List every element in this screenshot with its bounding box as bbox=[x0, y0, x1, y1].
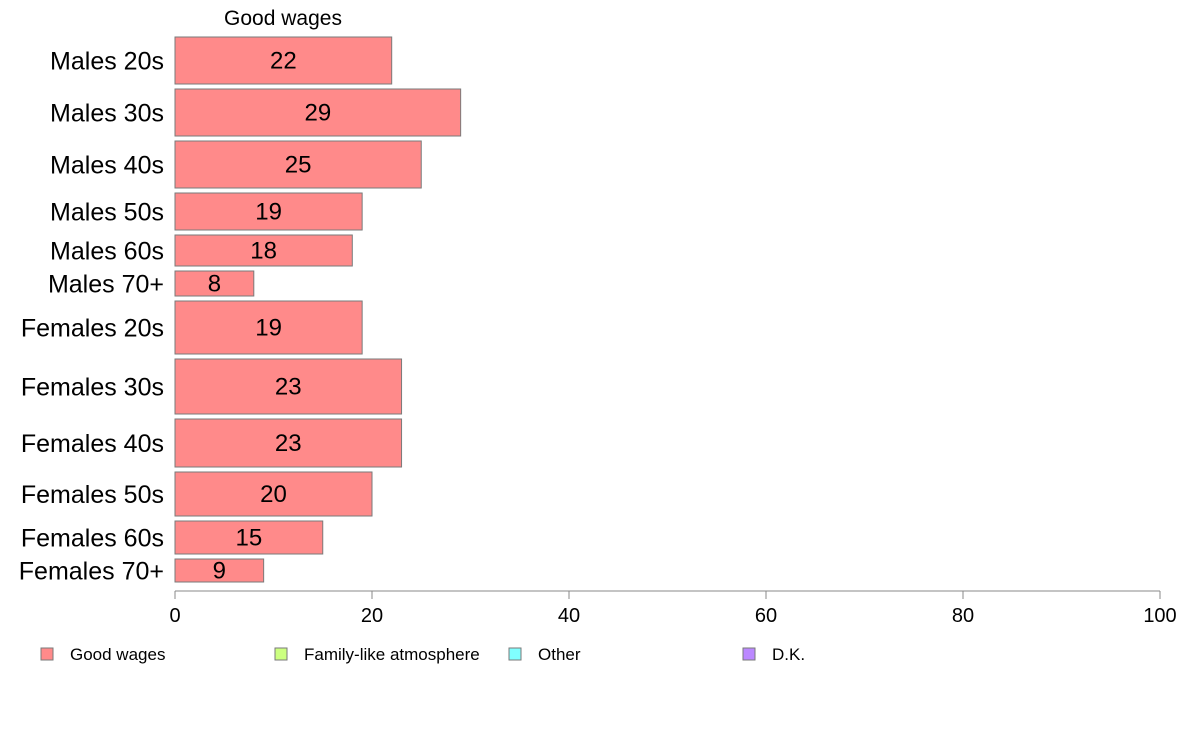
category-label: Males 20s bbox=[50, 48, 164, 76]
bar-males-70 bbox=[174, 270, 255, 297]
bar-value-label: 29 bbox=[304, 100, 331, 127]
category-labels: Males 20s Males 30s Males 40s Males 50s Male… bbox=[19, 48, 164, 586]
bar-males-60s bbox=[174, 234, 353, 267]
legend-label: Good wages bbox=[70, 645, 165, 664]
x-tick-label: 100 bbox=[1143, 605, 1176, 627]
legend-swatch bbox=[274, 647, 288, 661]
legend-swatch bbox=[742, 647, 756, 661]
x-tick-label: 80 bbox=[952, 605, 974, 627]
bar-males-40s bbox=[174, 140, 422, 189]
bar-females-60s bbox=[174, 520, 324, 555]
bar-males-50s bbox=[174, 192, 363, 231]
legend-label: Family-like atmosphere bbox=[304, 645, 480, 664]
category-label: Females 70+ bbox=[19, 558, 164, 586]
bar-value-label: 19 bbox=[255, 199, 282, 226]
bar-value-label: 9 bbox=[213, 558, 226, 585]
legend: Good wages Family-like atmosphere Other D.K… bbox=[40, 645, 805, 664]
category-label: Females 30s bbox=[21, 374, 164, 402]
category-label: Males 50s bbox=[50, 199, 164, 227]
legend-label: D.K. bbox=[772, 645, 805, 664]
bar-value-label: 18 bbox=[250, 238, 277, 265]
bar-value-label: 25 bbox=[285, 152, 312, 179]
category-label: Females 20s bbox=[21, 315, 164, 343]
x-tick-label: 20 bbox=[361, 605, 383, 627]
x-tick-label: 60 bbox=[755, 605, 777, 627]
category-label: Females 40s bbox=[21, 430, 164, 458]
category-label: Females 60s bbox=[21, 525, 164, 553]
category-label: Males 30s bbox=[50, 100, 164, 128]
bar-value-label: 15 bbox=[236, 525, 263, 552]
bar-males-20s bbox=[174, 36, 393, 85]
x-tick-label: 0 bbox=[169, 605, 180, 627]
bar-value-label: 23 bbox=[275, 430, 302, 457]
category-label: Males 70+ bbox=[48, 271, 164, 299]
bar-value-label: 20 bbox=[260, 481, 287, 508]
bar-value-label: 23 bbox=[275, 374, 302, 401]
bar-females-50s bbox=[174, 471, 373, 517]
bar-females-30s bbox=[174, 358, 403, 415]
legend-swatch bbox=[508, 647, 522, 661]
category-label: Females 50s bbox=[21, 481, 164, 509]
bar-males-30s bbox=[174, 88, 462, 137]
series-title: Good wages bbox=[224, 7, 342, 30]
bar-value-label: 22 bbox=[270, 48, 297, 75]
bar-value-label: 19 bbox=[255, 315, 282, 342]
x-tick-label: 40 bbox=[558, 605, 580, 627]
legend-label: Other bbox=[538, 645, 581, 664]
category-label: Males 60s bbox=[50, 238, 164, 266]
bar-value-label: 8 bbox=[208, 271, 221, 298]
bar-females-40s bbox=[174, 418, 403, 468]
bar-females-70 bbox=[174, 558, 265, 583]
bar-females-20s bbox=[174, 300, 363, 355]
x-axis: 0 20 40 60 80 100 bbox=[169, 590, 1177, 627]
category-label: Males 40s bbox=[50, 152, 164, 180]
legend-swatch bbox=[40, 647, 54, 661]
